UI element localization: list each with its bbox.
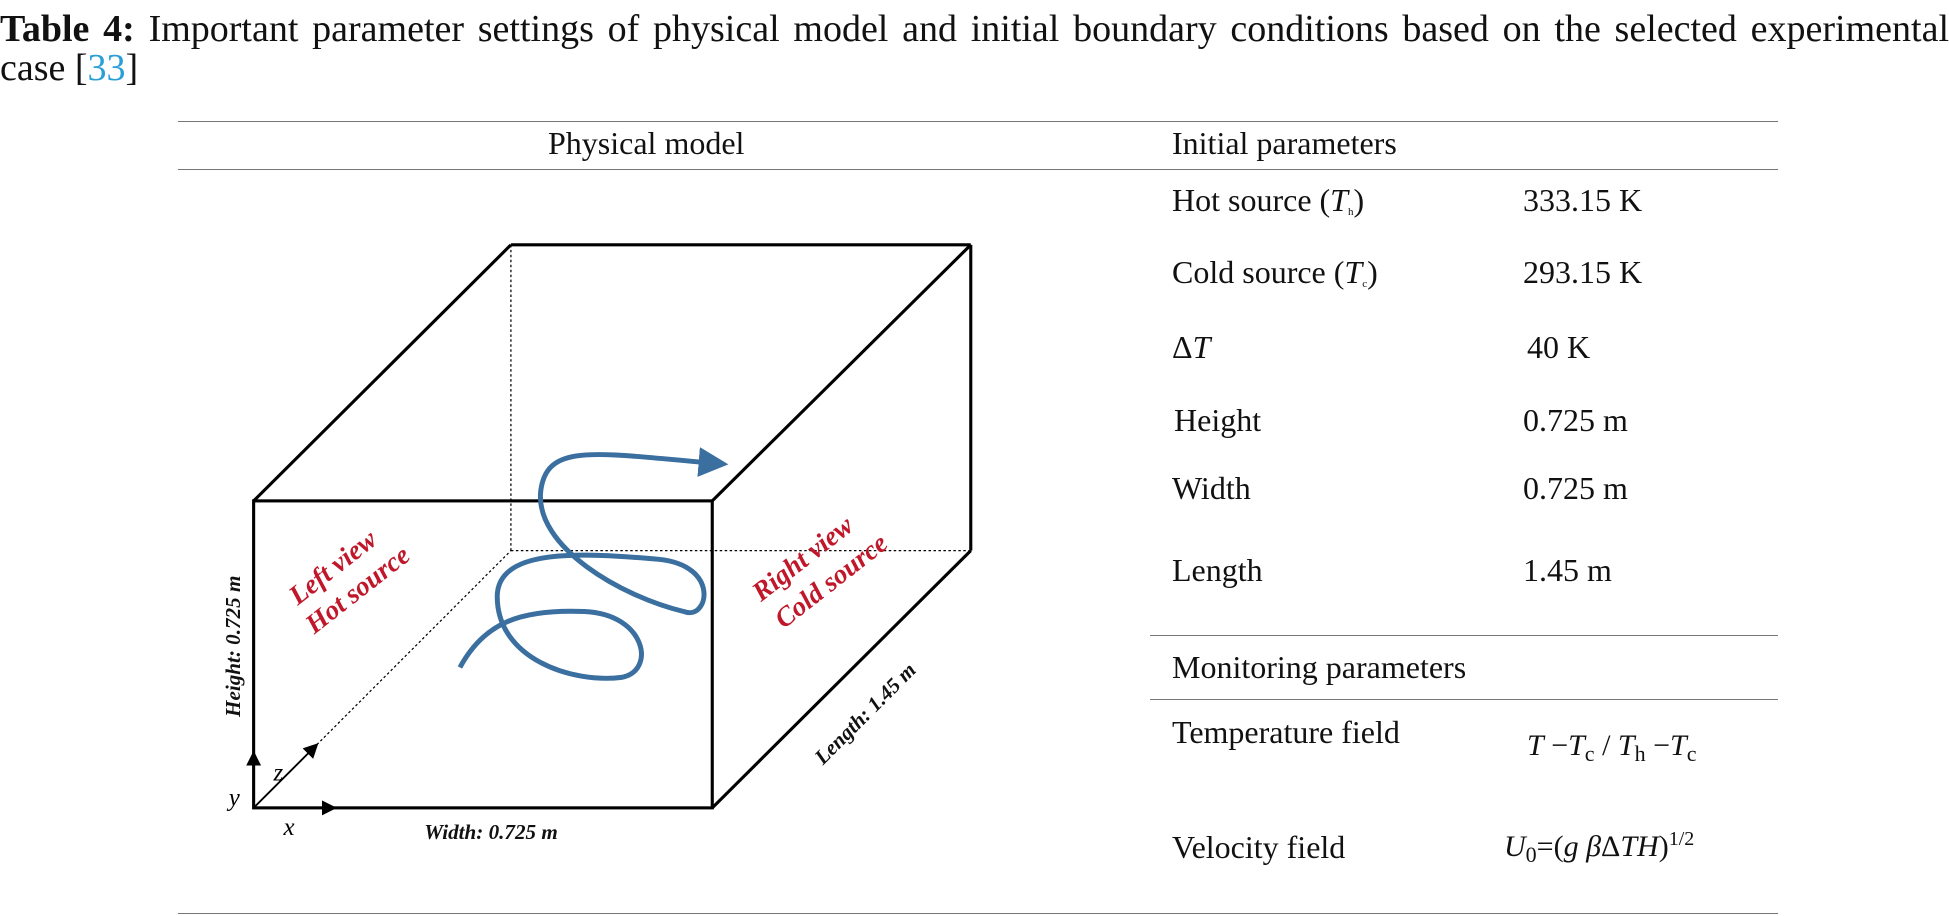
header-rule (178, 169, 1778, 170)
bottom-rule (178, 913, 1778, 914)
monitoring-rule (1150, 699, 1778, 700)
table-caption: Table 4: Important parameter settings of… (0, 10, 1949, 88)
row-delta-t-value: 40 K (1527, 329, 1591, 365)
caption-text: Important parameter settings of physical… (0, 8, 1949, 89)
row-temperature-field-formula: T −Tc / Th −Tc (1527, 729, 1697, 766)
caption-close: ] (125, 47, 139, 89)
section-rule (1150, 635, 1778, 636)
row-cold-source-label: Cold source (Tc) (1172, 254, 1378, 290)
header-physical-model: Physical model (548, 125, 745, 161)
citation-link[interactable]: 33 (87, 47, 126, 89)
row-velocity-field-label: Velocity field (1172, 829, 1346, 865)
row-length-value: 1.45 m (1523, 552, 1612, 588)
width-dimension: Width: 0.725 m (424, 820, 558, 844)
row-height-value: 0.725 m (1523, 402, 1628, 438)
length-dimension: Length: 1.45 m (809, 658, 921, 770)
header-initial-parameters: Initial parameters (1172, 125, 1397, 161)
row-cold-source-value: 293.15 K (1523, 254, 1643, 290)
top-rule (178, 121, 1778, 122)
axis-x-label: x (282, 814, 294, 841)
row-hot-source-label: Hot source (Th) (1172, 182, 1365, 218)
row-height-label: Height (1174, 402, 1262, 438)
axis-z-label: z (273, 760, 284, 787)
flow-path (457, 447, 729, 681)
axes (246, 743, 337, 816)
axis-y-label: y (226, 784, 241, 811)
row-hot-source-value: 333.15 K (1523, 182, 1643, 218)
row-width-value: 0.725 m (1523, 470, 1628, 506)
row-width-label: Width (1172, 470, 1251, 506)
row-length-label: Length (1172, 552, 1263, 588)
caption-label: Table 4: (0, 8, 135, 50)
header-monitoring-parameters: Monitoring parameters (1172, 649, 1467, 685)
box-edges (252, 243, 973, 810)
row-delta-t-label: ΔT (1172, 329, 1211, 365)
height-dimension: Height: 0.725 m (221, 576, 245, 718)
row-temperature-field-label: Temperature field (1172, 714, 1400, 750)
row-velocity-field-formula: U0=(g βΔTH)1/2 (1504, 828, 1695, 867)
